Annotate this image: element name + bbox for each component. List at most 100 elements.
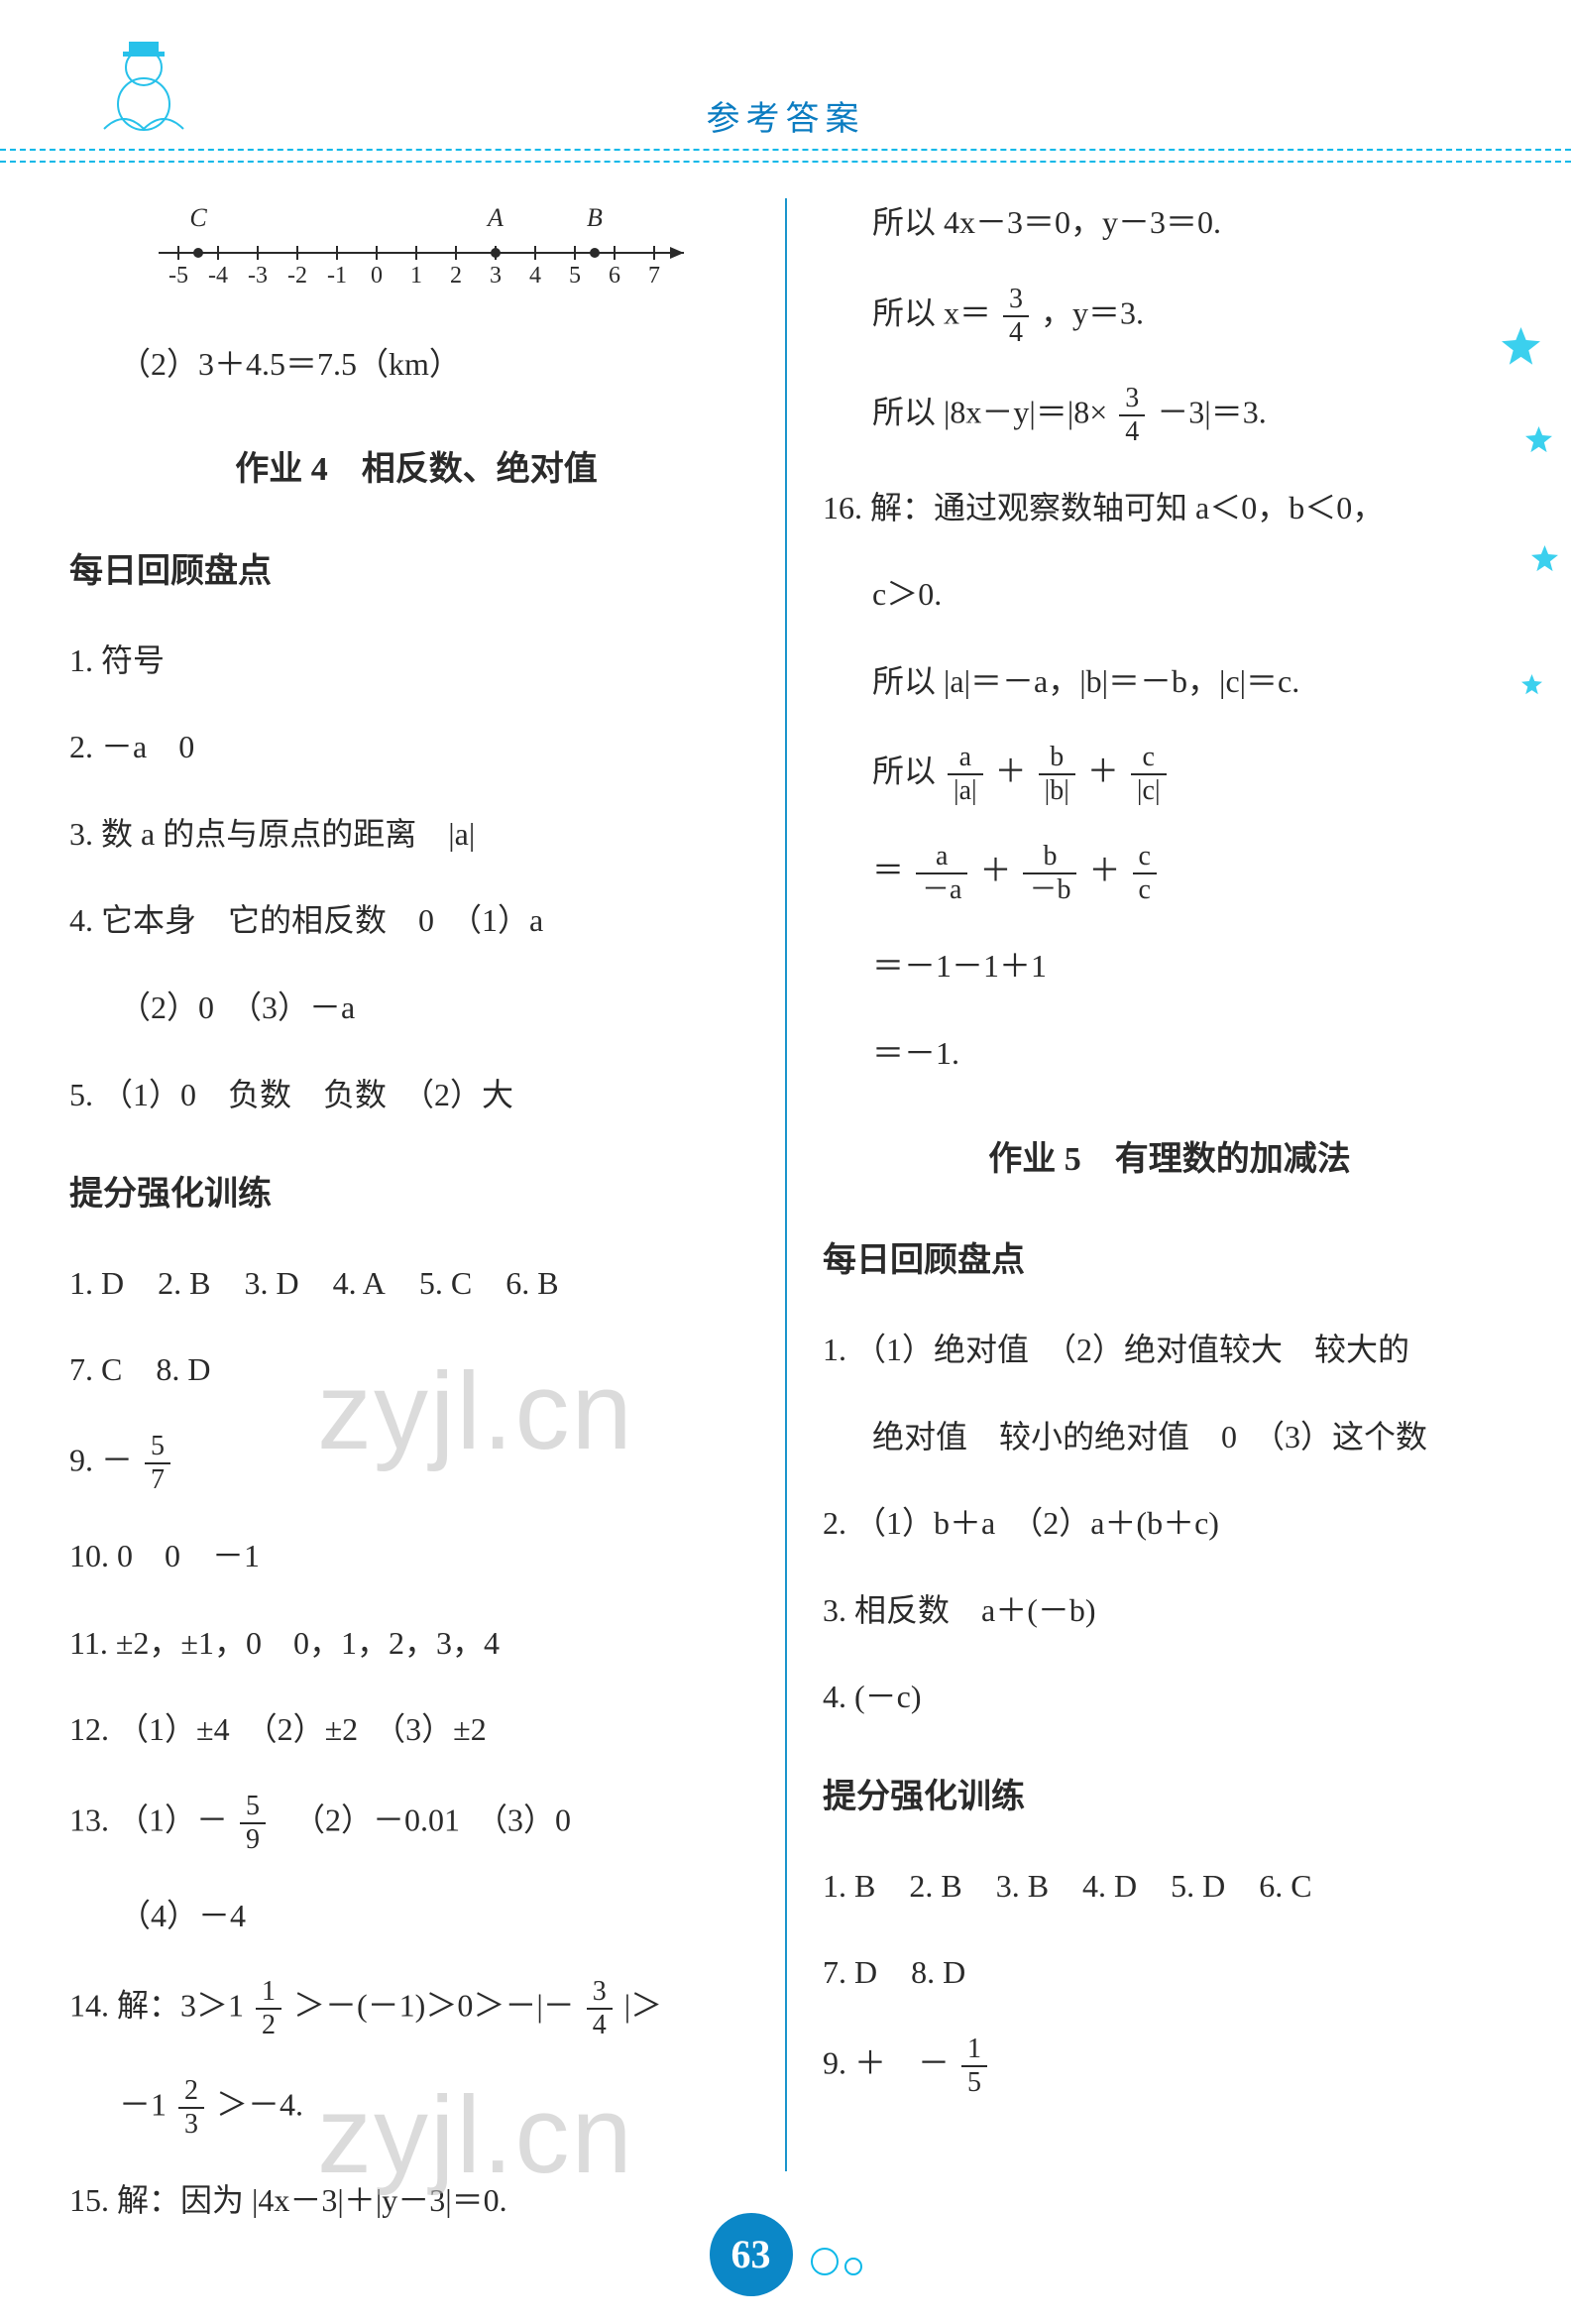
- left-eq-2: （2）3＋4.5＝7.5（km）: [69, 340, 763, 390]
- section-5-title: 作业 5 有理数的加减法: [823, 1134, 1516, 1187]
- mc-r4: 4. D: [1082, 1868, 1137, 1904]
- svg-text:B: B: [587, 203, 603, 232]
- svg-text:6: 6: [609, 263, 620, 288]
- a13-prefix: 13. （1）－: [69, 1801, 228, 1837]
- a14-f1n: 1: [256, 1978, 281, 2010]
- s2: 2. （1）b＋a （2）a＋(b＋c): [823, 1499, 1516, 1549]
- mc-row-1: 1. D 2. B 3. D 4. A 5. C 6. B: [69, 1259, 763, 1309]
- left-column: -5 -4 -3 -2 -1 0 1 2 3 4 5 6 7 C A B （2）…: [69, 198, 763, 2226]
- eq-1: ＝: [872, 853, 904, 888]
- svg-text:1: 1: [410, 263, 422, 288]
- plus-3: ＋: [979, 853, 1011, 888]
- mc-8: 8. D: [156, 1351, 210, 1387]
- q16e: ＝ a－a ＋ b－b ＋ cc: [823, 843, 1516, 904]
- review-1: 1. 符号: [69, 637, 763, 686]
- mc-1: 1. D: [69, 1265, 124, 1301]
- s4: 4. (－c): [823, 1673, 1516, 1722]
- r3-tail: －3|＝3.: [1157, 394, 1266, 429]
- svg-text:-1: -1: [327, 263, 347, 288]
- r3-num: 3: [1119, 385, 1145, 416]
- a14b-tail: ＞－4.: [216, 2087, 303, 2123]
- section-4-title: 作业 4 相反数、绝对值: [69, 444, 763, 497]
- q16d-f2n: b: [1039, 744, 1075, 775]
- review-3: 3. 数 a 的点与原点的距离 |a|: [69, 810, 763, 860]
- mc-r8: 8. D: [911, 1954, 965, 1990]
- a13-rest: （2）－0.01 （3）0: [278, 1801, 571, 1837]
- answer-13b: （4）－4: [69, 1892, 763, 1941]
- svg-text:0: 0: [371, 263, 383, 288]
- a14b-den: 3: [178, 2109, 204, 2139]
- q16d-f3d: |c|: [1131, 775, 1167, 805]
- r2-tail: ，y＝3.: [1041, 294, 1144, 330]
- mc-r1: 1. B: [823, 1868, 875, 1904]
- r2-den: 4: [1003, 317, 1029, 347]
- practice-heading-left: 提分强化训练: [69, 1169, 763, 1221]
- q16d-f2d: |b|: [1039, 775, 1075, 805]
- column-divider: [785, 198, 787, 2171]
- mc-7: 7. C: [69, 1351, 122, 1387]
- mc-r6: 6. C: [1259, 1868, 1311, 1904]
- mc-r3: 3. B: [996, 1868, 1049, 1904]
- a14-f2n: 3: [587, 1978, 613, 2010]
- r3-den: 4: [1119, 416, 1145, 446]
- plus-1: ＋: [995, 754, 1027, 789]
- r9-den: 5: [961, 2067, 987, 2097]
- answer-14b: －1 23 ＞－4.: [69, 2077, 763, 2139]
- review-heading-right: 每日回顾盘点: [823, 1235, 1516, 1288]
- r2-num: 3: [1003, 286, 1029, 317]
- q16e-f3d: c: [1133, 874, 1157, 904]
- svg-text:-5: -5: [168, 263, 188, 288]
- right-2: 所以 x＝ 34 ，y＝3.: [823, 286, 1516, 347]
- q16e-f3n: c: [1133, 843, 1157, 874]
- s1a: 1. （1）绝对值 （2）绝对值较大 较大的: [823, 1326, 1516, 1375]
- answer-14: 14. 解：3＞1 12 ＞－(－1)＞0＞－|－ 34 |＞: [69, 1978, 763, 2039]
- a9-num: 5: [145, 1433, 170, 1464]
- a14-f1d: 2: [256, 2010, 281, 2039]
- mc-5: 5. C: [419, 1265, 472, 1301]
- svg-text:2: 2: [450, 263, 462, 288]
- a14-tail: |＞: [624, 1988, 662, 2024]
- a13-den: 9: [240, 1824, 266, 1854]
- page-number-wrap: 63: [0, 2213, 1571, 2296]
- review-5: 5. （1）0 负数 负数 （2）大: [69, 1071, 763, 1120]
- a14-mid: ＞－(－1)＞0＞－|－: [293, 1988, 575, 2024]
- q16b: c＞0.: [823, 570, 1516, 620]
- s3: 3. 相反数 a＋(－b): [823, 1586, 1516, 1636]
- r9-num: 1: [961, 2035, 987, 2067]
- answer-9: 9. － 57: [69, 1433, 763, 1494]
- q16d-f3n: c: [1131, 744, 1167, 775]
- page-title: 参考答案: [0, 91, 1571, 140]
- page-number: 63: [710, 2213, 793, 2296]
- a9-prefix: 9. －: [69, 1442, 133, 1477]
- mc-row-r1: 1. B 2. B 3. B 4. D 5. D 6. C: [823, 1862, 1516, 1912]
- svg-text:5: 5: [569, 263, 581, 288]
- mc-r7: 7. D: [823, 1954, 877, 1990]
- answer-10: 10. 0 0 －1: [69, 1532, 763, 1581]
- answer-12: 12. （1）±4 （2）±2 （3）±2: [69, 1705, 763, 1755]
- q16e-f2n: b: [1023, 843, 1076, 874]
- mc-r2: 2. B: [909, 1868, 961, 1904]
- a14b-pre: －1: [119, 2087, 167, 2123]
- svg-text:-4: -4: [208, 263, 228, 288]
- q16f: ＝－1－1＋1: [823, 942, 1516, 991]
- r2-pre: 所以 x＝: [872, 294, 991, 330]
- mc-3: 3. D: [244, 1265, 298, 1301]
- mc-row-r2: 7. D 8. D: [823, 1948, 1516, 1998]
- right-column: 所以 4x－3＝0，y－3＝0. 所以 x＝ 34 ，y＝3. 所以 |8x－y…: [823, 198, 1516, 2097]
- review-heading-left: 每日回顾盘点: [69, 546, 763, 599]
- right-1: 所以 4x－3＝0，y－3＝0.: [823, 198, 1516, 248]
- s1b: 绝对值 较小的绝对值 0 （3）这个数: [823, 1413, 1516, 1462]
- a14b-num: 2: [178, 2077, 204, 2109]
- q16d-pre: 所以: [872, 754, 944, 789]
- svg-text:A: A: [486, 203, 504, 232]
- mc-row-2: 7. C 8. D: [69, 1345, 763, 1395]
- mc-4: 4. A: [333, 1265, 386, 1301]
- a13-num: 5: [240, 1793, 266, 1824]
- plus-4: ＋: [1088, 853, 1120, 888]
- review-4: 4. 它本身 它的相反数 0 （1）a: [69, 896, 763, 946]
- r9-prefix: 9. ＋ －: [823, 2044, 950, 2080]
- q16d-f1n: a: [948, 744, 983, 775]
- q16c: 所以 |a|＝－a，|b|＝－b，|c|＝c.: [823, 657, 1516, 707]
- plus-2: ＋: [1087, 754, 1119, 789]
- a9-den: 7: [145, 1464, 170, 1494]
